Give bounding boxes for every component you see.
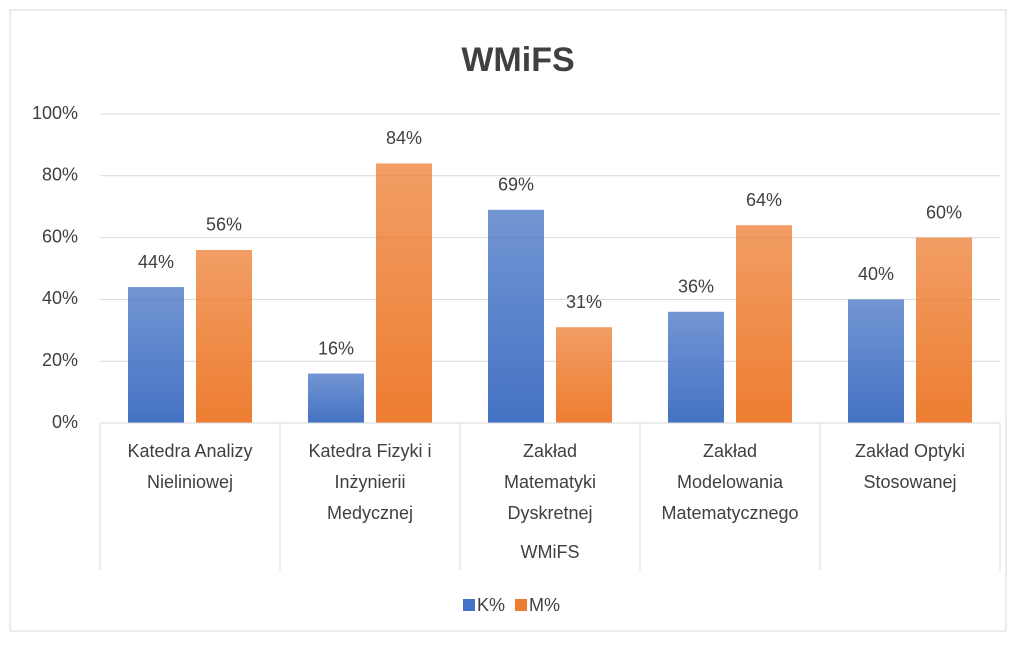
x-tick-label: Zakład Optyki Stosowanej [855, 441, 965, 492]
data-label: 56% [206, 215, 242, 235]
x-tick-label: Katedra Fizyki i Inżynierii Medycznej [308, 441, 431, 523]
data-label: 64% [746, 190, 782, 210]
data-label: 31% [566, 292, 602, 312]
bar [736, 225, 792, 423]
bar [668, 311, 724, 423]
bar [376, 163, 432, 423]
legend-swatch [515, 599, 528, 611]
y-tick-label: 20% [42, 350, 78, 370]
bar [916, 237, 972, 423]
bar [488, 209, 544, 423]
bar [196, 249, 252, 423]
data-label: 44% [138, 252, 174, 272]
y-tick-label: 80% [42, 165, 78, 185]
bar [308, 373, 364, 423]
legend-label: K% [477, 595, 505, 615]
data-label: 40% [858, 264, 894, 284]
bar [128, 287, 184, 423]
x-tick-label: Zakład Matematyki Dyskretnej [504, 441, 596, 523]
chart-title: WMiFS [461, 41, 574, 79]
data-label: 60% [926, 202, 962, 222]
y-tick-label: 0% [52, 412, 78, 432]
data-label: 69% [498, 175, 534, 195]
x-tick-label: Zakład Modelowania Matematycznego [661, 441, 798, 523]
x-tick-label: Katedra Analizy Nieliniowej [127, 441, 252, 492]
data-label: 36% [678, 277, 714, 297]
legend-swatch [463, 599, 475, 611]
y-tick-label: 60% [42, 226, 78, 246]
group-label: WMiFS [521, 542, 580, 562]
y-tick-label: 100% [32, 103, 78, 123]
data-label: 16% [318, 338, 354, 358]
bar [556, 327, 612, 423]
y-tick-label: 40% [42, 288, 78, 308]
data-label: 84% [386, 128, 422, 148]
legend-label: M% [529, 595, 560, 615]
bar [848, 299, 904, 423]
